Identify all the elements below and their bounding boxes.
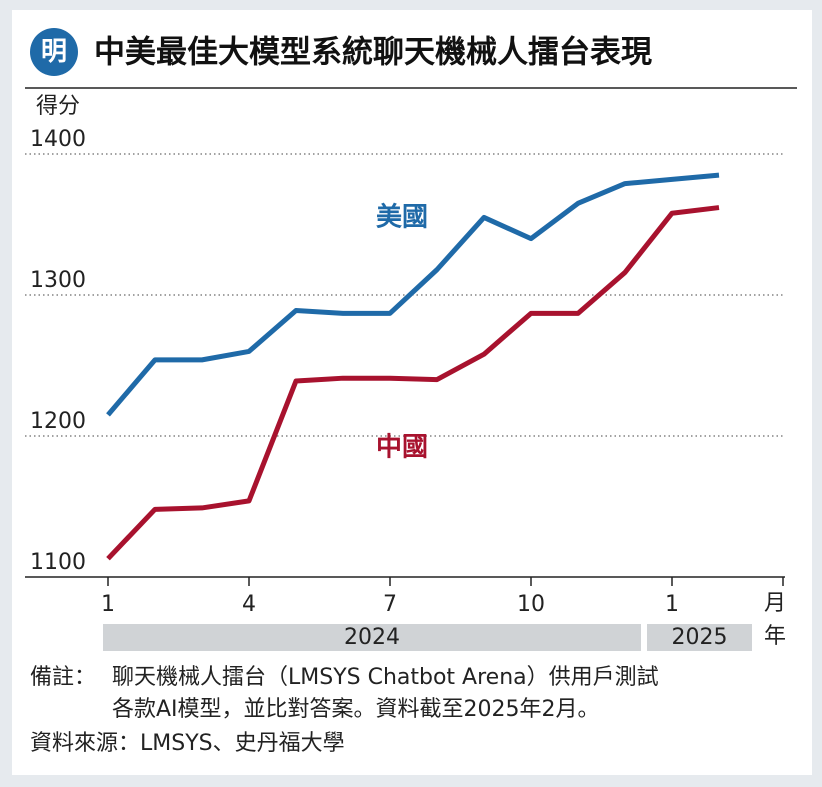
logo-text: 明 xyxy=(41,37,67,67)
x-axis-unit: 月 xyxy=(764,591,786,616)
year-label: 2025 xyxy=(672,625,728,650)
y-tick-label: 1200 xyxy=(30,409,86,434)
chart-title: 中美最佳大模型系統聊天機械人擂台表現 xyxy=(94,35,652,71)
y-axis-label: 得分 xyxy=(36,94,80,119)
x-tick-label: 1 xyxy=(665,592,679,617)
series-label: 美國 xyxy=(376,202,428,233)
x-tick-label: 10 xyxy=(517,592,545,617)
series-line xyxy=(106,205,720,561)
logo xyxy=(30,28,78,76)
x-tick-label: 4 xyxy=(242,592,256,617)
x-tick-label: 1 xyxy=(101,592,115,617)
source: 資料來源：LMSYS、史丹福大學 xyxy=(30,731,345,756)
year-label: 2024 xyxy=(344,625,400,650)
y-tick-label: 1400 xyxy=(30,127,86,152)
panel xyxy=(12,10,812,775)
note-line: 各款AI模型，並比對答案。資料截至2025年2月。 xyxy=(112,697,600,722)
group-unit: 年 xyxy=(764,624,786,649)
series-label: 中國 xyxy=(376,433,428,463)
note-line: 聊天機械人擂台（LMSYS Chatbot Arena）供用戶測試 xyxy=(112,665,659,690)
y-tick-label: 1300 xyxy=(30,268,86,293)
y-tick-label: 1100 xyxy=(30,550,86,575)
year-band xyxy=(647,624,752,651)
year-band xyxy=(103,624,641,651)
series-line xyxy=(106,172,720,417)
notes-label: 備註： xyxy=(30,665,96,690)
x-tick-label: 7 xyxy=(383,592,397,617)
